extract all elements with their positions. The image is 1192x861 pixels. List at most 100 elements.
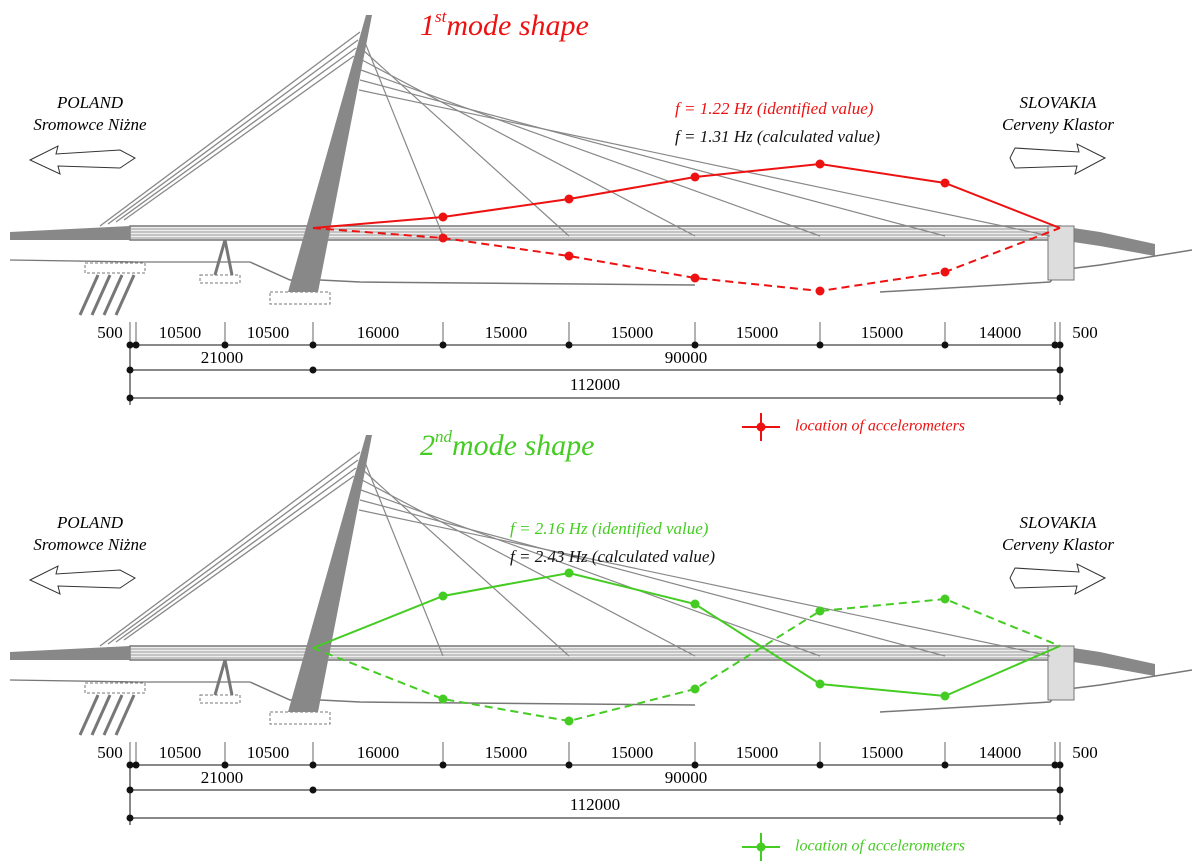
abutment [1048, 646, 1074, 700]
dimension-node [127, 815, 134, 822]
legend-marker [757, 843, 766, 852]
arrow-right [1010, 564, 1105, 594]
pier [225, 660, 232, 695]
span-label: 14000 [979, 743, 1022, 762]
accelerometer [439, 213, 448, 222]
pylon [288, 15, 372, 292]
town: Cerveny Klastor [1002, 535, 1114, 554]
town: Sromowce Niżne [33, 535, 147, 554]
cable [364, 40, 443, 236]
cable [361, 490, 820, 656]
accelerometer [816, 607, 825, 616]
support [85, 683, 145, 693]
cable [362, 60, 695, 236]
footing [200, 695, 240, 703]
accelerometer [439, 695, 448, 704]
approach-left [10, 646, 130, 660]
support [85, 263, 145, 273]
ground [10, 680, 140, 682]
span-label: 15000 [485, 323, 528, 342]
dimension-node [566, 342, 573, 349]
dimension-node [440, 762, 447, 769]
country: SLOVAKIA [1019, 513, 1097, 532]
span-label: 15000 [736, 743, 779, 762]
accelerometer [816, 287, 825, 296]
country: POLAND [56, 513, 124, 532]
pier [215, 660, 225, 695]
arrow-left [30, 146, 135, 174]
accelerometer [941, 268, 950, 277]
dimension-node [310, 762, 317, 769]
span-label: 16000 [357, 743, 400, 762]
accelerometer [565, 717, 574, 726]
group-label: 90000 [665, 768, 708, 787]
accelerometer [691, 173, 700, 182]
dimension-node [1057, 395, 1064, 402]
accelerometer [439, 592, 448, 601]
title-number: 2 [420, 429, 435, 462]
accelerometer [691, 274, 700, 283]
legend-marker [757, 423, 766, 432]
span-label: 500 [97, 743, 123, 762]
dimension-node [942, 762, 949, 769]
footing [270, 292, 330, 304]
cable [362, 480, 695, 656]
dimension-node [133, 342, 140, 349]
span-label: 500 [97, 323, 123, 342]
dimension-node [440, 342, 447, 349]
accelerometer [565, 252, 574, 261]
span-label: 15000 [485, 743, 528, 762]
title-text: mode shape [446, 9, 588, 42]
dimension-node [817, 342, 824, 349]
span-label: 15000 [611, 743, 654, 762]
title-text: mode shape [452, 429, 594, 462]
dimension-node [310, 367, 317, 374]
span-label: 15000 [736, 323, 779, 342]
span-label: 15000 [861, 323, 904, 342]
legend-text: location of accelerometers [795, 418, 965, 435]
cable [363, 50, 569, 236]
frequency-calculated: f = 1.31 Hz (calculated value) [675, 127, 880, 146]
accelerometer [941, 692, 950, 701]
span-label: 16000 [357, 323, 400, 342]
dimension-node [566, 762, 573, 769]
accelerometer [816, 680, 825, 689]
accelerometer [565, 569, 574, 578]
accelerometer [691, 600, 700, 609]
group-label: 21000 [201, 768, 244, 787]
accelerometer [565, 195, 574, 204]
legend-text: location of accelerometers [795, 838, 965, 855]
arrow-left [30, 566, 135, 594]
pier [225, 240, 232, 275]
dimension-node [133, 762, 140, 769]
frequency-identified: f = 2.16 Hz (identified value) [510, 519, 709, 538]
group-label: 90000 [665, 348, 708, 367]
title-number: 1 [420, 9, 435, 42]
accelerometer [439, 234, 448, 243]
title: 2ndmode shape [420, 427, 594, 462]
country: SLOVAKIA [1019, 93, 1097, 112]
accelerometer [816, 160, 825, 169]
approach-left [10, 226, 130, 240]
cable [364, 460, 443, 656]
span-label: 500 [1072, 743, 1098, 762]
footing [200, 275, 240, 283]
accelerometer [691, 685, 700, 694]
pier [215, 240, 225, 275]
span-label: 500 [1072, 323, 1098, 342]
dimension-node [127, 395, 134, 402]
mode-shape [313, 164, 1060, 228]
country: POLAND [56, 93, 124, 112]
span-label: 15000 [861, 743, 904, 762]
title: 1stmode shape [420, 7, 589, 42]
dimension-node [310, 787, 317, 794]
accelerometer [941, 595, 950, 604]
dimension-node [817, 762, 824, 769]
diagram: 1stmode shape POLAND Sromowce Niżne SLOVAKI… [0, 0, 1192, 861]
total-label: 112000 [570, 795, 620, 814]
span-label: 10500 [159, 743, 202, 762]
span-label: 10500 [247, 323, 290, 342]
town: Cerveny Klastor [1002, 115, 1114, 134]
span-label: 10500 [247, 743, 290, 762]
dimension-node [942, 342, 949, 349]
